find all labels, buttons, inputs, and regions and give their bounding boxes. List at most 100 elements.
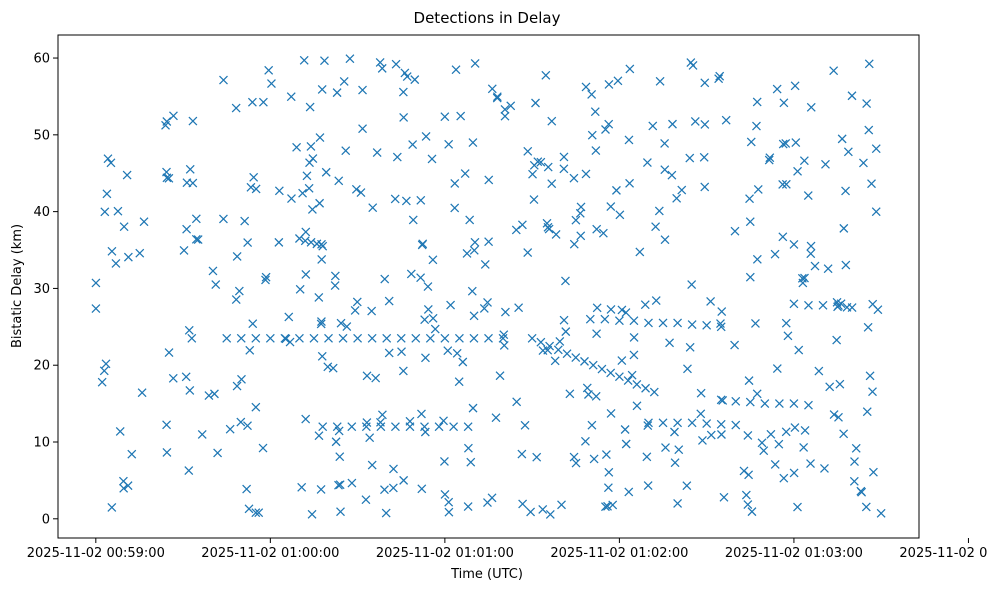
data-point <box>261 275 270 285</box>
y-axis-ticks: 0 10 20 30 40 50 60 <box>33 52 58 527</box>
data-point <box>162 167 171 177</box>
data-point <box>661 443 670 453</box>
data-point <box>715 71 725 81</box>
data-point <box>868 467 878 477</box>
data-point <box>427 154 437 164</box>
data-point <box>857 487 867 497</box>
data-point <box>753 185 763 194</box>
data-point <box>591 146 601 156</box>
data-point <box>347 478 357 488</box>
data-point <box>793 166 803 176</box>
data-point <box>581 82 591 92</box>
data-point <box>388 483 398 493</box>
data-point <box>716 319 725 328</box>
data-point <box>244 504 254 514</box>
data-point <box>575 208 585 218</box>
data-point <box>706 296 716 306</box>
data-point <box>667 170 677 180</box>
data-point <box>746 137 756 147</box>
data-point <box>547 179 557 189</box>
data-point <box>608 500 618 510</box>
data-point <box>225 424 235 434</box>
data-point <box>162 420 172 430</box>
data-point <box>829 410 839 419</box>
data-point <box>243 421 252 431</box>
data-point <box>559 164 569 174</box>
data-point <box>834 301 843 311</box>
data-point <box>479 303 489 313</box>
data-point <box>469 333 479 343</box>
data-point <box>185 164 195 174</box>
data-point <box>182 224 192 234</box>
data-point <box>127 449 137 459</box>
data-point <box>719 492 729 502</box>
data-point <box>416 195 426 205</box>
data-point <box>421 353 430 363</box>
data-point <box>842 302 852 312</box>
data-point <box>305 158 314 168</box>
data-point <box>611 185 621 195</box>
x-tick-label: 2025-11-02 01:04:00 <box>899 546 988 561</box>
data-point <box>744 470 754 480</box>
data-point <box>644 418 653 428</box>
data-point <box>137 388 147 398</box>
data-point <box>571 353 581 362</box>
y-axis-label: Bistatic Delay (km) <box>10 224 25 348</box>
data-point <box>867 179 876 189</box>
data-point <box>531 98 540 108</box>
data-point <box>115 426 125 436</box>
data-point <box>625 64 635 74</box>
data-point <box>523 146 533 156</box>
data-point <box>425 333 435 343</box>
data-point <box>624 135 634 145</box>
data-point <box>832 335 842 345</box>
data-point <box>466 457 476 467</box>
data-point <box>590 107 600 117</box>
data-point <box>463 443 473 453</box>
data-point <box>714 74 724 84</box>
data-point <box>615 210 625 220</box>
data-point <box>304 183 314 193</box>
data-point <box>690 117 700 126</box>
data-point <box>781 179 791 189</box>
data-point <box>408 140 418 150</box>
data-point <box>191 214 201 224</box>
data-point <box>760 399 770 409</box>
data-point <box>492 93 502 103</box>
data-point <box>440 112 450 122</box>
data-point <box>779 98 789 108</box>
data-point <box>699 152 709 162</box>
data-point <box>123 481 133 491</box>
data-point <box>368 203 378 213</box>
data-point <box>392 152 402 162</box>
data-point <box>793 502 802 512</box>
data-point <box>440 490 450 499</box>
data-point <box>375 57 385 67</box>
data-point <box>300 236 310 246</box>
data-point <box>371 373 381 383</box>
data-point <box>850 457 859 467</box>
data-point <box>245 345 255 355</box>
data-point <box>789 399 799 409</box>
data-point <box>810 261 820 271</box>
data-point <box>444 497 454 507</box>
data-point <box>606 408 616 418</box>
data-point <box>458 357 468 367</box>
data-point <box>236 333 246 343</box>
data-point <box>103 154 113 164</box>
data-point <box>446 300 456 310</box>
data-point <box>305 102 315 112</box>
data-point <box>668 119 677 129</box>
data-point <box>528 169 537 179</box>
data-point <box>350 305 360 315</box>
data-point <box>677 185 687 195</box>
data-point <box>862 407 872 417</box>
x-axis-ticks: 2025-11-02 00:59:00 2025-11-02 01:00:00 20… <box>27 538 988 561</box>
data-point <box>484 333 493 343</box>
data-point <box>545 509 555 519</box>
data-point <box>604 80 614 89</box>
data-point <box>569 239 579 249</box>
data-point <box>641 383 651 393</box>
data-point <box>274 237 284 247</box>
data-point <box>185 385 195 395</box>
